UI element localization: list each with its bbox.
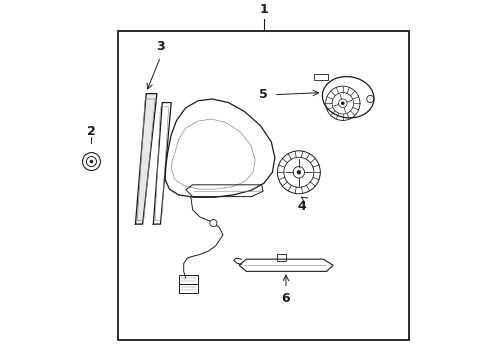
Text: 2: 2 xyxy=(87,125,96,138)
Circle shape xyxy=(277,151,320,194)
Bar xyxy=(314,74,327,80)
Text: 3: 3 xyxy=(156,40,164,53)
Text: 1: 1 xyxy=(259,3,268,16)
Polygon shape xyxy=(135,94,157,224)
Circle shape xyxy=(283,157,313,187)
Circle shape xyxy=(90,160,93,163)
Text: 6: 6 xyxy=(281,292,290,305)
Text: 5: 5 xyxy=(259,88,267,101)
Bar xyxy=(117,31,408,340)
Text: 4: 4 xyxy=(297,200,305,213)
Circle shape xyxy=(341,102,344,105)
Circle shape xyxy=(209,220,217,227)
Circle shape xyxy=(296,171,300,174)
Circle shape xyxy=(292,167,304,178)
Bar xyxy=(277,254,286,261)
